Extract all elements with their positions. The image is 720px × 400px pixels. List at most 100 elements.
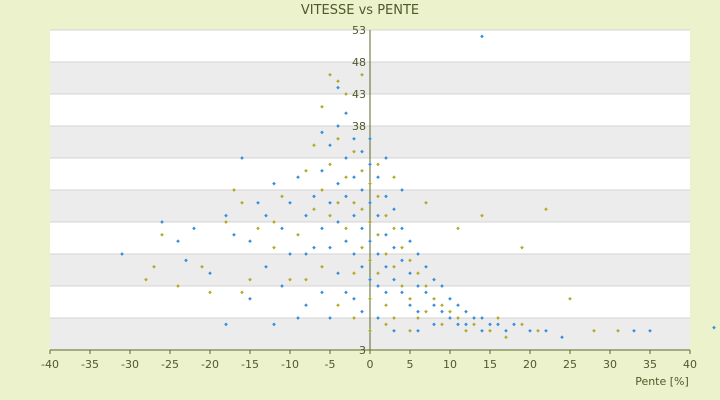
data-point [368, 277, 372, 282]
data-point [240, 156, 244, 160]
data-point [384, 290, 388, 295]
data-point [224, 322, 228, 327]
data-point [464, 328, 468, 333]
data-point [320, 104, 324, 109]
data-point [352, 149, 356, 154]
data-point [328, 200, 332, 205]
data-point [336, 271, 340, 276]
data-point [232, 232, 236, 237]
data-point [432, 322, 436, 327]
x-axis-title: Pente [%] [635, 375, 689, 388]
data-point [352, 213, 356, 218]
data-point [408, 303, 412, 308]
data-point [312, 245, 316, 250]
data-point [416, 271, 420, 276]
x-tick-label: -5 [325, 358, 336, 371]
data-point [280, 284, 284, 288]
data-point [376, 252, 380, 256]
x-tick-label: 30 [603, 358, 617, 371]
x-tick-label: -10 [281, 358, 299, 371]
data-point [248, 296, 252, 301]
data-point [536, 328, 540, 333]
data-point [368, 258, 372, 263]
y-tick-label: 48 [352, 56, 366, 69]
data-point [208, 290, 212, 295]
data-point [192, 226, 196, 231]
data-point [352, 316, 356, 320]
data-point [432, 303, 436, 308]
data-point [392, 277, 396, 282]
x-tick-label: 25 [563, 358, 577, 371]
data-point [376, 271, 380, 276]
data-point [440, 322, 444, 327]
data-point [336, 200, 340, 205]
data-point [392, 328, 396, 333]
data-point [304, 303, 308, 308]
data-point [296, 175, 300, 180]
data-point [424, 290, 428, 295]
data-point [176, 284, 180, 288]
data-point [408, 328, 412, 333]
data-point [304, 213, 308, 218]
data-point [376, 284, 380, 288]
data-point [416, 284, 420, 288]
data-point [416, 328, 420, 333]
data-point [440, 303, 444, 308]
data-point [464, 322, 468, 327]
data-point [376, 175, 380, 180]
data-point [528, 328, 532, 333]
data-point [376, 162, 380, 167]
data-point [368, 296, 372, 301]
data-point [384, 194, 388, 199]
x-tick-label: -30 [121, 358, 139, 371]
data-point [328, 316, 332, 320]
data-point [424, 264, 428, 269]
data-point [456, 316, 460, 320]
data-point [488, 322, 492, 327]
x-tick-label: 35 [643, 358, 657, 371]
data-point [424, 284, 428, 288]
data-point [176, 239, 180, 244]
data-point [448, 296, 452, 301]
data-point [400, 284, 404, 288]
data-point [240, 200, 244, 205]
data-point [144, 277, 148, 282]
data-point [352, 200, 356, 205]
data-point [304, 252, 308, 256]
x-tick-label: -20 [201, 358, 219, 371]
data-point [200, 264, 204, 269]
data-point [568, 296, 572, 301]
data-point [456, 303, 460, 308]
data-point [504, 335, 508, 340]
data-point [520, 322, 524, 327]
x-tick-label: -40 [41, 358, 59, 371]
data-point [328, 162, 332, 167]
data-point [384, 232, 388, 237]
data-point [368, 136, 372, 141]
data-point [416, 316, 420, 320]
data-point [280, 226, 284, 231]
data-point [384, 322, 388, 327]
data-point [328, 213, 332, 218]
data-point [280, 194, 284, 199]
data-point [408, 271, 412, 276]
data-point [344, 175, 348, 180]
data-point [400, 290, 404, 295]
data-point [352, 271, 356, 276]
x-tick-label: -15 [241, 358, 259, 371]
x-tick-label: 0 [367, 358, 374, 371]
data-point [232, 188, 236, 192]
data-point [400, 258, 404, 263]
data-point [384, 252, 388, 256]
data-point [360, 207, 364, 212]
data-point [440, 284, 444, 288]
data-point [360, 188, 364, 192]
data-point [480, 34, 484, 39]
x-tick-label: -25 [161, 358, 179, 371]
data-point [304, 168, 308, 173]
x-tick-label: 40 [683, 358, 697, 371]
data-point [152, 264, 156, 269]
data-point [360, 149, 364, 154]
data-point [400, 188, 404, 192]
data-point [336, 136, 340, 141]
